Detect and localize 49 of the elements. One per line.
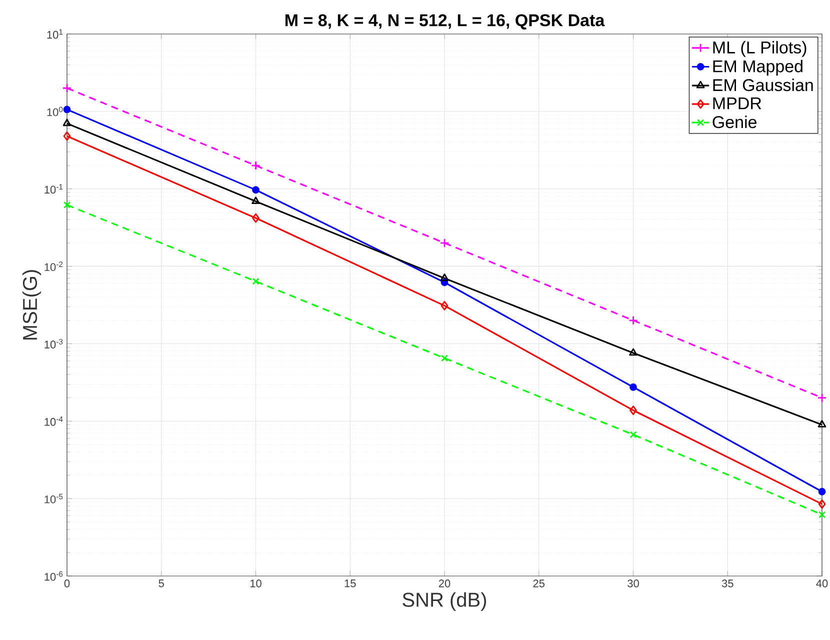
y-tick-label: 10$^{-2}$ (44, 262, 63, 272)
point (629, 348, 638, 356)
point (440, 300, 448, 310)
legend-label: EM Gaussian (713, 78, 813, 92)
x-tick-label: 0 (64, 580, 70, 588)
point (63, 106, 71, 114)
point (818, 511, 826, 518)
x-tick-label: 35 (722, 580, 734, 588)
point (63, 201, 71, 208)
point (630, 406, 637, 416)
y-tick-label: 10$^{-3}$ (44, 338, 63, 348)
x-tick-label: 20 (438, 580, 450, 588)
point (62, 118, 72, 126)
point (818, 420, 826, 428)
point (62, 83, 72, 93)
y-tick-label: 10$^{-5}$ (44, 494, 63, 504)
point (628, 316, 638, 326)
point (630, 431, 637, 438)
point (817, 393, 827, 403)
point (440, 274, 449, 281)
point (252, 213, 260, 223)
chart-title: M = 8, K = 4, N = 512, L = 16, QPSK Data (285, 14, 605, 30)
x-axis-title: SNR (dB) (402, 592, 486, 611)
point (440, 238, 450, 248)
point (630, 383, 637, 391)
y-tick-label: 10$^{-1}$ (44, 184, 63, 194)
point (252, 186, 260, 194)
y-tick-label: 10$^{-4}$ (44, 416, 63, 426)
y-axis-title: MSE(G) (22, 270, 42, 340)
legend-label: ML (L Pilots) (713, 41, 806, 57)
point (818, 499, 826, 509)
y-tick-label: 10$^{1}$ (47, 29, 63, 39)
x-tick-label: 30 (628, 580, 639, 588)
point (252, 196, 260, 204)
point (251, 160, 260, 170)
legend-label: Genie (712, 116, 756, 128)
x-tick-label: 40 (816, 580, 828, 588)
y-tick-label: 10$^{-6}$ (44, 571, 63, 581)
point (63, 131, 71, 141)
point (252, 278, 260, 285)
legend-label: MPDR (713, 97, 762, 110)
x-tick-label: 5 (158, 580, 164, 588)
point (440, 354, 448, 362)
point (818, 488, 826, 496)
x-tick-label: 10 (250, 580, 262, 588)
x-tick-label: 15 (344, 580, 356, 588)
x-tick-label: 25 (533, 580, 545, 588)
y-tick-label: 10$^{0}$ (47, 106, 63, 116)
legend-label: EM Mapped (713, 60, 802, 76)
